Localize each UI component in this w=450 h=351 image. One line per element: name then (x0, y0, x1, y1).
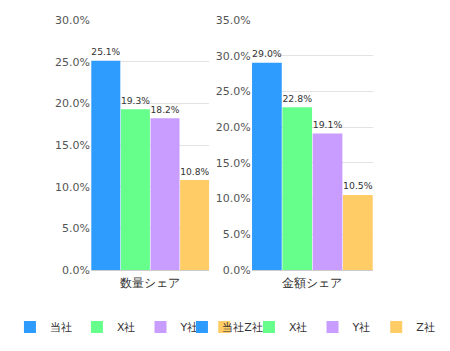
svg-text:22.8%: 22.8% (282, 93, 312, 104)
svg-text:10.5%: 10.5% (343, 180, 373, 191)
svg-text:0.0%: 0.0% (223, 264, 251, 277)
svg-text:19.3%: 19.3% (121, 96, 150, 106)
svg-text:30.0%: 30.0% (216, 50, 251, 63)
svg-text:18.2%: 18.2% (151, 105, 180, 115)
svg-text:Z社: Z社 (244, 321, 263, 334)
svg-text:19.1%: 19.1% (313, 119, 343, 130)
svg-text:0.0%: 0.0% (62, 264, 90, 277)
svg-text:Y社: Y社 (352, 321, 371, 334)
svg-text:Y社: Y社 (179, 321, 198, 334)
svg-text:10.0%: 10.0% (55, 181, 90, 194)
svg-text:5.0%: 5.0% (62, 222, 90, 235)
svg-text:20.0%: 20.0% (55, 97, 90, 110)
svg-text:29.0%: 29.0% (252, 48, 282, 59)
svg-text:25.0%: 25.0% (216, 85, 251, 98)
svg-text:25.0%: 25.0% (55, 56, 90, 69)
svg-text:10.8%: 10.8% (180, 167, 209, 177)
svg-text:当社: 当社 (50, 321, 72, 334)
svg-text:10.0%: 10.0% (216, 192, 251, 205)
svg-text:金額シェア: 金額シェア (282, 276, 342, 290)
svg-text:X社: X社 (289, 321, 308, 334)
svg-text:当社: 当社 (222, 321, 244, 334)
svg-text:数量シェア: 数量シェア (120, 276, 180, 290)
svg-text:5.0%: 5.0% (223, 228, 251, 241)
svg-text:15.0%: 15.0% (216, 157, 251, 170)
svg-text:15.0%: 15.0% (55, 139, 90, 152)
svg-text:Z社: Z社 (416, 321, 435, 334)
svg-text:30.0%: 30.0% (55, 14, 90, 27)
svg-text:X社: X社 (117, 321, 136, 334)
svg-text:25.1%: 25.1% (91, 47, 120, 57)
svg-text:35.0%: 35.0% (216, 14, 251, 27)
svg-text:20.0%: 20.0% (216, 121, 251, 134)
